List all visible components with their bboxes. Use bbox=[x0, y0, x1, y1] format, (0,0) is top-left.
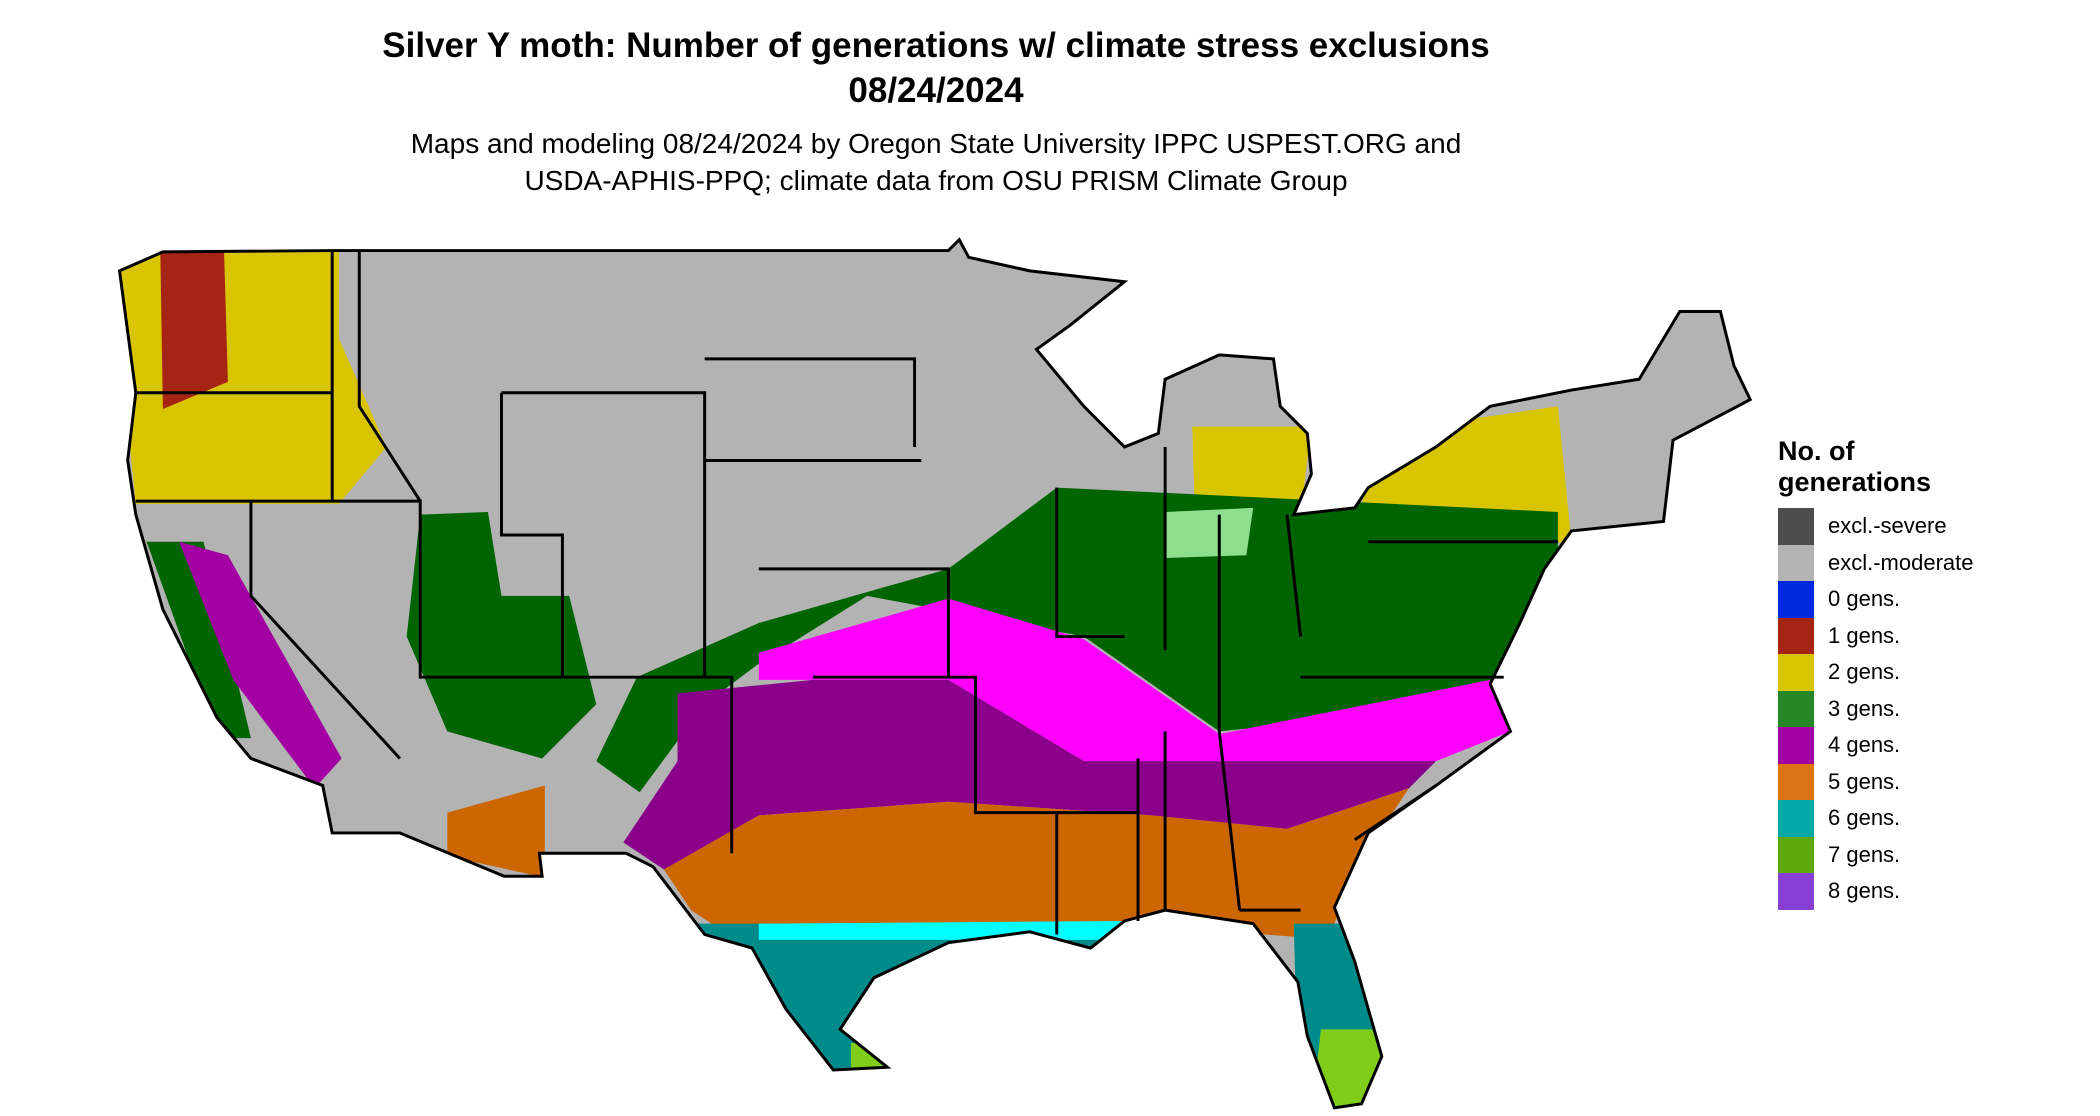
legend-item: 0 gens. bbox=[1778, 581, 1974, 618]
legend-label: 8 gens. bbox=[1828, 878, 1901, 904]
legend-swatch bbox=[1778, 654, 1814, 691]
legend-label: excl.-severe bbox=[1828, 513, 1947, 539]
subtitle-line-2: USDA-APHIS-PPQ; climate data from OSU PR… bbox=[524, 165, 1348, 196]
legend-swatch bbox=[1778, 800, 1814, 837]
legend-items: excl.-severe excl.-moderate 0 gens. 1 gens.… bbox=[1778, 508, 1974, 910]
region-6-gens-gulf-coast bbox=[677, 923, 1125, 1091]
legend-label: 3 gens. bbox=[1828, 695, 1901, 721]
legend: No. of generations excl.-severe excl.-mod… bbox=[1778, 436, 1974, 910]
legend-swatch bbox=[1778, 617, 1814, 654]
region-cyan-coast bbox=[758, 920, 1125, 940]
legend-label: 7 gens. bbox=[1828, 841, 1901, 867]
state-borders bbox=[118, 238, 1752, 1110]
legend-item: 6 gens. bbox=[1778, 800, 1974, 837]
legend-swatch bbox=[1778, 544, 1814, 581]
region-1-gens-washington bbox=[160, 243, 228, 410]
region-5-gens-south bbox=[664, 788, 1409, 951]
legend-swatch bbox=[1778, 690, 1814, 727]
legend-swatch bbox=[1778, 763, 1814, 800]
legend-item: excl.-severe bbox=[1778, 508, 1974, 545]
legend-item: 3 gens. bbox=[1778, 690, 1974, 727]
subtitle-line-1: Maps and modeling 08/24/2024 by Oregon S… bbox=[410, 128, 1462, 159]
legend-label: 6 gens. bbox=[1828, 805, 1901, 831]
legend-item: 4 gens. bbox=[1778, 727, 1974, 764]
legend-swatch bbox=[1778, 581, 1814, 618]
legend-label: excl.-moderate bbox=[1828, 549, 1974, 575]
legend-item: 5 gens. bbox=[1778, 763, 1974, 800]
region-2-gens-michigan bbox=[1192, 426, 1312, 515]
legend-item: 8 gens. bbox=[1778, 873, 1974, 910]
region-3-gens-west bbox=[406, 511, 597, 759]
legend-item: 1 gens. bbox=[1778, 617, 1974, 654]
legend-title: No. of generations bbox=[1778, 436, 1974, 498]
legend-label: 0 gens. bbox=[1828, 586, 1901, 612]
legend-item: excl.-moderate bbox=[1778, 544, 1974, 581]
legend-swatch bbox=[1778, 836, 1814, 873]
map-date: 08/24/2024 bbox=[848, 71, 1024, 110]
region-light-green-ohio bbox=[1165, 507, 1254, 558]
region-7-gens-florida-tip bbox=[1311, 1029, 1385, 1108]
legend-title-line-2: generations bbox=[1778, 467, 1932, 497]
legend-item: 2 gens. bbox=[1778, 654, 1974, 691]
map-title: Silver Y moth: Number of generations w/ … bbox=[382, 26, 1490, 65]
region-4-gens-purple-band bbox=[623, 679, 1436, 870]
legend-swatch bbox=[1778, 508, 1814, 545]
legend-label: 1 gens. bbox=[1828, 622, 1901, 648]
legend-title-line-1: No. of bbox=[1778, 436, 1855, 466]
region-4-gens-magenta-band bbox=[758, 598, 1511, 762]
legend-label: 4 gens. bbox=[1828, 732, 1901, 758]
legend-label: 2 gens. bbox=[1828, 659, 1901, 685]
legend-label: 5 gens. bbox=[1828, 768, 1901, 794]
region-5-gens-arizona bbox=[447, 785, 545, 878]
legend-swatch bbox=[1778, 873, 1814, 910]
region-4-gens-california bbox=[179, 541, 342, 789]
region-3-gens-california bbox=[146, 541, 251, 739]
legend-swatch bbox=[1778, 727, 1814, 764]
legend-item: 7 gens. bbox=[1778, 836, 1974, 873]
